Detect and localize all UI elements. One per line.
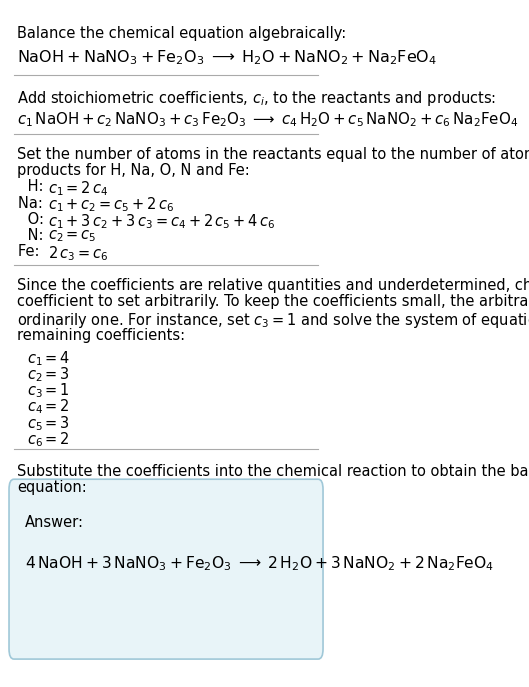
Text: $c_1 + 3\,c_2 + 3\,c_3 = c_4 + 2\,c_5 + 4\,c_6$: $c_1 + 3\,c_2 + 3\,c_3 = c_4 + 2\,c_5 + … <box>48 212 275 231</box>
FancyBboxPatch shape <box>9 480 323 659</box>
Text: Fe:: Fe: <box>18 245 44 260</box>
Text: remaining coefficients:: remaining coefficients: <box>17 328 185 343</box>
Text: $c_3 = 1$: $c_3 = 1$ <box>27 381 70 401</box>
Text: H:: H: <box>23 179 48 194</box>
Text: $c_5 = 3$: $c_5 = 3$ <box>27 414 70 433</box>
Text: $c_2 = c_5$: $c_2 = c_5$ <box>48 228 96 244</box>
Text: products for H, Na, O, N and Fe:: products for H, Na, O, N and Fe: <box>17 163 250 178</box>
Text: $4\,\mathregular{NaOH} + 3\,\mathregular{NaNO_3} + \mathregular{Fe_2O_3}\;\longr: $4\,\mathregular{NaOH} + 3\,\mathregular… <box>25 554 494 572</box>
Text: $c_1 + c_2 = c_5 + 2\,c_6$: $c_1 + c_2 = c_5 + 2\,c_6$ <box>48 196 175 214</box>
Text: $c_1\,\mathregular{NaOH} + c_2\,\mathregular{NaNO_3} + c_3\,\mathregular{Fe_2O_3: $c_1\,\mathregular{NaOH} + c_2\,\mathreg… <box>17 111 518 129</box>
Text: Add stoichiometric coefficients, $c_i$, to the reactants and products:: Add stoichiometric coefficients, $c_i$, … <box>17 89 496 108</box>
Text: Set the number of atoms in the reactants equal to the number of atoms in the: Set the number of atoms in the reactants… <box>17 147 529 161</box>
Text: Answer:: Answer: <box>25 515 84 530</box>
Text: Since the coefficients are relative quantities and underdetermined, choose a: Since the coefficients are relative quan… <box>17 278 529 293</box>
Text: $c_4 = 2$: $c_4 = 2$ <box>27 398 70 416</box>
Text: equation:: equation: <box>17 480 87 495</box>
Text: O:: O: <box>23 212 49 227</box>
Text: N:: N: <box>23 228 48 243</box>
Text: Na:: Na: <box>18 196 47 210</box>
Text: Balance the chemical equation algebraically:: Balance the chemical equation algebraica… <box>17 26 346 41</box>
Text: coefficient to set arbitrarily. To keep the coefficients small, the arbitrary va: coefficient to set arbitrarily. To keep … <box>17 294 529 309</box>
Text: Substitute the coefficients into the chemical reaction to obtain the balanced: Substitute the coefficients into the che… <box>17 464 529 479</box>
Text: $\mathregular{NaOH + NaNO_3 + Fe_2O_3} \;\longrightarrow\; \mathregular{H_2O + N: $\mathregular{NaOH + NaNO_3 + Fe_2O_3} \… <box>17 48 437 67</box>
Text: $2\,c_3 = c_6$: $2\,c_3 = c_6$ <box>48 245 108 263</box>
Text: $c_1 = 4$: $c_1 = 4$ <box>27 349 70 368</box>
Text: ordinarily one. For instance, set $c_3 = 1$ and solve the system of equations fo: ordinarily one. For instance, set $c_3 =… <box>17 311 529 330</box>
Text: $c_1 = 2\,c_4$: $c_1 = 2\,c_4$ <box>48 179 108 198</box>
Text: $c_6 = 2$: $c_6 = 2$ <box>27 430 70 449</box>
Text: $c_2 = 3$: $c_2 = 3$ <box>27 365 70 384</box>
